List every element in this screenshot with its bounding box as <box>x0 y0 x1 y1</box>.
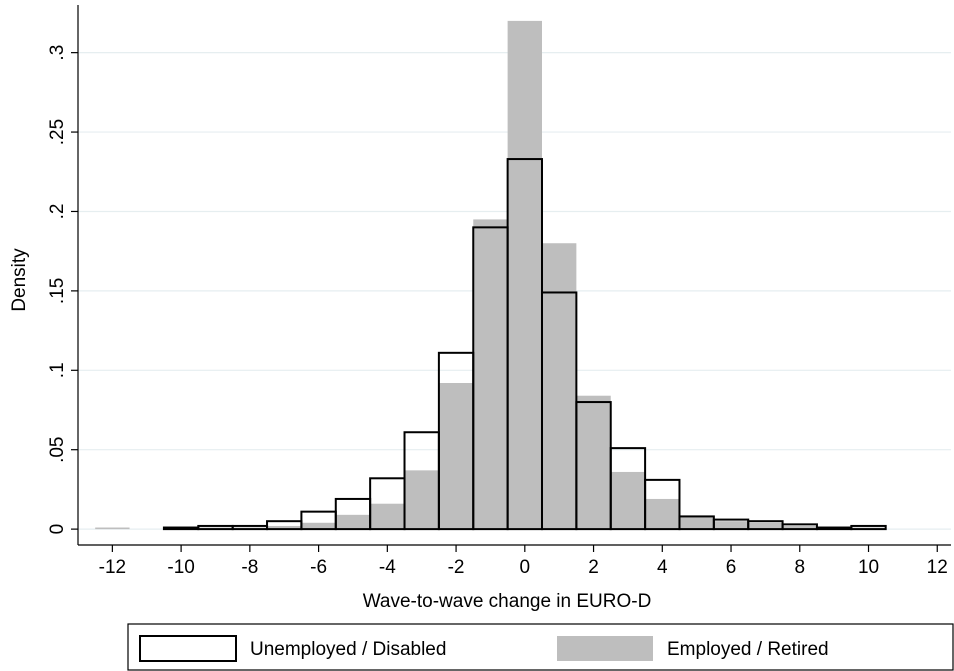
bar <box>610 471 646 530</box>
legend-label: Unemployed / Disabled <box>250 639 446 660</box>
y-tick-label: .25 <box>47 119 68 145</box>
legend-swatch <box>139 635 237 662</box>
bar <box>576 395 611 530</box>
x-tick-label: 10 <box>858 557 879 578</box>
bar <box>267 525 302 530</box>
bar <box>782 525 817 530</box>
y-tick-label: .05 <box>47 436 68 462</box>
x-tick-label: -2 <box>448 557 465 578</box>
x-tick-label: 2 <box>588 557 599 578</box>
bar <box>541 243 577 530</box>
bar <box>162 526 200 531</box>
x-axis-title: Wave-to-wave change in EURO-D <box>363 591 652 612</box>
bar <box>335 514 371 530</box>
x-tick-label: -8 <box>241 557 258 578</box>
legend-label: Employed / Retired <box>667 639 829 660</box>
x-tick-label: -4 <box>379 557 396 578</box>
bar <box>644 478 681 531</box>
bar <box>748 522 783 530</box>
y-tick-label: .3 <box>47 45 68 61</box>
x-tick-label: 6 <box>726 557 737 578</box>
bar <box>713 521 749 530</box>
x-tick-label: -6 <box>310 557 327 578</box>
y-tick-label: .1 <box>47 362 68 378</box>
bar <box>473 219 508 530</box>
bar <box>370 503 405 530</box>
bar <box>815 526 853 531</box>
legend-box <box>127 623 954 671</box>
x-tick-label: 8 <box>794 557 805 578</box>
x-tick-label: -10 <box>167 557 194 578</box>
y-tick-label: .2 <box>47 204 68 220</box>
bar <box>404 470 439 530</box>
x-tick-label: 0 <box>520 557 531 578</box>
bar <box>301 522 336 530</box>
x-tick-label: 4 <box>657 557 668 578</box>
legend-swatch <box>557 636 653 661</box>
bar <box>850 524 887 531</box>
y-tick-label: 0 <box>47 524 68 535</box>
x-tick-label: -12 <box>99 557 126 578</box>
bar <box>645 498 680 530</box>
y-tick-label: .15 <box>47 278 68 304</box>
y-axis-title: Density <box>9 248 30 312</box>
x-tick-label: 12 <box>927 557 948 578</box>
bar <box>679 516 714 530</box>
bar <box>95 527 130 530</box>
bar <box>438 383 474 530</box>
bar <box>507 20 542 530</box>
